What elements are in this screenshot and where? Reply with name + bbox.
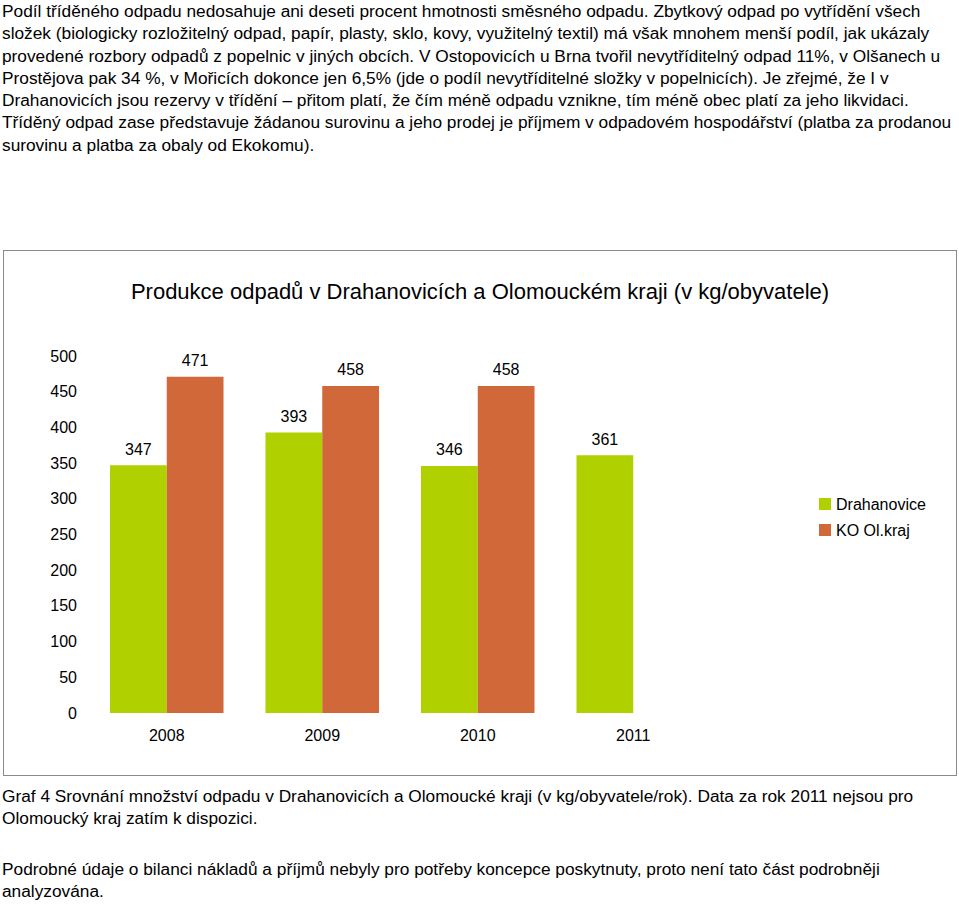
svg-text:Produkce odpadů v Drahanovicíc: Produkce odpadů v Drahanovicích a Olomou… — [131, 279, 829, 304]
svg-text:347: 347 — [125, 441, 152, 458]
svg-text:100: 100 — [50, 633, 77, 650]
html-text:Podíl tříděného odpadu nedosah: Podíl tříděného odpadu nedosahuje ani de… — [2, 1, 952, 155]
html-text:Podrobné údaje o bilanci nákla: Podrobné údaje o bilanci nákladů a příjm… — [2, 859, 880, 902]
html-text:Graf 4 Srovnání množství odpad: Graf 4 Srovnání množství odpadu v Drahan… — [2, 786, 914, 829]
svg-text:0: 0 — [68, 705, 77, 722]
svg-text:350: 350 — [50, 455, 77, 472]
svg-text:2011: 2011 — [616, 727, 651, 744]
svg-text:393: 393 — [281, 408, 308, 425]
svg-text:346: 346 — [436, 441, 463, 458]
svg-text:KO Ol.kraj: KO Ol.kraj — [836, 522, 910, 539]
svg-text:Drahanovice: Drahanovice — [836, 496, 926, 513]
svg-text:50: 50 — [59, 669, 77, 686]
svg-text:200: 200 — [50, 562, 77, 579]
svg-text:400: 400 — [50, 419, 77, 436]
svg-text:2008: 2008 — [149, 727, 185, 744]
svg-text:500: 500 — [50, 348, 77, 365]
svg-text:150: 150 — [50, 597, 77, 614]
svg-text:458: 458 — [493, 361, 520, 378]
svg-text:250: 250 — [50, 526, 77, 543]
svg-text:300: 300 — [50, 490, 77, 507]
svg-text:361: 361 — [592, 431, 619, 448]
svg-text:2010: 2010 — [460, 727, 496, 744]
svg-text:471: 471 — [182, 352, 209, 369]
svg-text:450: 450 — [50, 383, 77, 400]
svg-text:2009: 2009 — [304, 727, 340, 744]
svg-text:458: 458 — [337, 361, 364, 378]
